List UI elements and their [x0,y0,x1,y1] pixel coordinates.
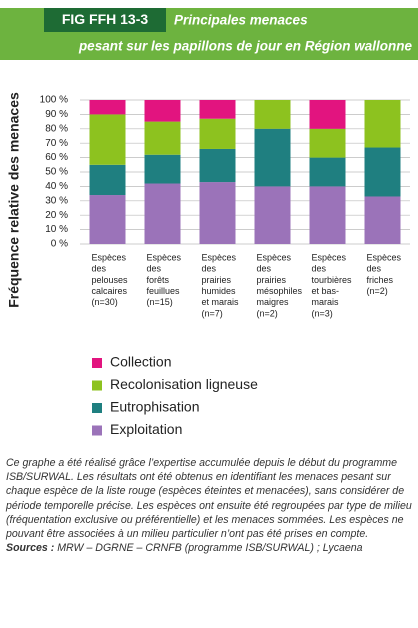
legend-label: Eutrophisation [110,399,200,415]
x-tick-label: mésophiles [257,286,303,296]
legend-label: Exploitation [110,421,182,437]
chart: FIG FFH 13-3 Principales menaces pesant … [0,8,418,437]
x-tick-label: prairies [257,275,287,285]
legend-swatch [92,380,102,391]
y-tick-label: 50 % [45,167,68,178]
x-tick-label: des [147,264,162,274]
figure-label-box [44,8,166,32]
note-text: Ce graphe a été réalisé grâce l’expertis… [6,457,412,541]
bar-segment [309,186,346,244]
legend-label: Collection [110,354,171,370]
x-tick-label: des [202,264,217,274]
x-tick-label: prairies [202,275,232,285]
y-tick-label: 30 % [45,195,68,206]
bar-segment [364,100,401,148]
x-tick-label: (n=7) [202,308,223,318]
y-tick-label: 70 % [45,138,68,149]
legend-swatch [92,403,102,413]
x-tick-label: des [92,264,107,274]
x-tick-label: Espèces [312,252,347,262]
y-tick-label: 10 % [45,224,68,235]
x-tick-label: (n=15) [147,297,173,307]
bar-segment [199,118,236,149]
bar-segment [89,100,126,115]
x-tick-label: forêts [147,275,170,285]
legend-label: Recolonisation ligneuse [110,376,258,392]
figure-label: FIG FFH 13-3 [62,11,149,27]
bar-segment [144,154,181,184]
bar-segment [309,100,346,129]
x-tick-label: humides [202,286,237,296]
x-tick-label: (n=3) [312,308,333,318]
chart-title: Principales menaces [174,13,308,28]
x-tick-label: (n=2) [367,286,388,296]
bar-segment [254,128,291,187]
bar-segment [144,183,181,244]
bar-segment [89,164,126,196]
x-tick-label: Espèces [147,252,182,262]
bar-segment [199,100,236,119]
x-tick-label: (n=2) [257,308,278,318]
x-tick-label: et marais [202,297,240,307]
bar-segment [364,147,401,197]
x-tick-label: Espèces [367,252,402,262]
bar-segment [254,186,291,244]
bar-segment [199,148,236,183]
x-tick-label: pelouses [92,275,129,285]
bar-segment [89,114,126,165]
bar-segment [254,100,291,129]
legend-swatch [92,425,102,436]
x-tick-label: des [367,264,382,274]
x-tick-label: des [257,264,272,274]
y-tick-label: 20 % [45,210,68,221]
bar-segment [144,100,181,122]
x-tick-label: des [312,264,327,274]
sources-label: Sources : [6,542,55,555]
note: Ce graphe a été réalisé grâce l’expertis… [6,456,412,555]
x-tick-label: marais [312,297,340,307]
y-tick-label: 60 % [45,152,68,163]
y-tick-label: 0 % [51,239,68,250]
bar-segment [89,195,126,244]
y-tick-label: 40 % [45,181,68,192]
x-tick-label: Espèces [92,252,127,262]
bar-segment [144,121,181,155]
x-tick-label: Espèces [257,252,292,262]
bar-segment [309,157,346,187]
x-tick-label: et bas- [312,286,340,296]
y-tick-label: 100 % [40,95,68,106]
bar-segment [309,128,346,158]
legend-swatch [92,358,102,368]
y-tick-label: 80 % [45,123,68,134]
sources-text: MRW – DGRNE – CRNFB (programme ISB/SURWA… [57,542,363,555]
y-tick-label: 90 % [45,109,68,120]
x-tick-label: (n=30) [92,297,118,307]
x-tick-label: maigres [257,297,290,307]
x-tick-label: friches [367,275,394,285]
x-tick-label: Espèces [202,252,237,262]
y-axis-label: Fréquence relative des menaces [6,92,22,308]
chart-subtitle: pesant sur les papillons de jour en Régi… [78,39,413,54]
bar-segment [199,182,236,244]
bar-segment [364,196,401,244]
x-tick-label: calcaires [92,286,128,296]
x-tick-label: feuillues [147,286,181,296]
x-tick-label: tourbières [312,275,353,285]
